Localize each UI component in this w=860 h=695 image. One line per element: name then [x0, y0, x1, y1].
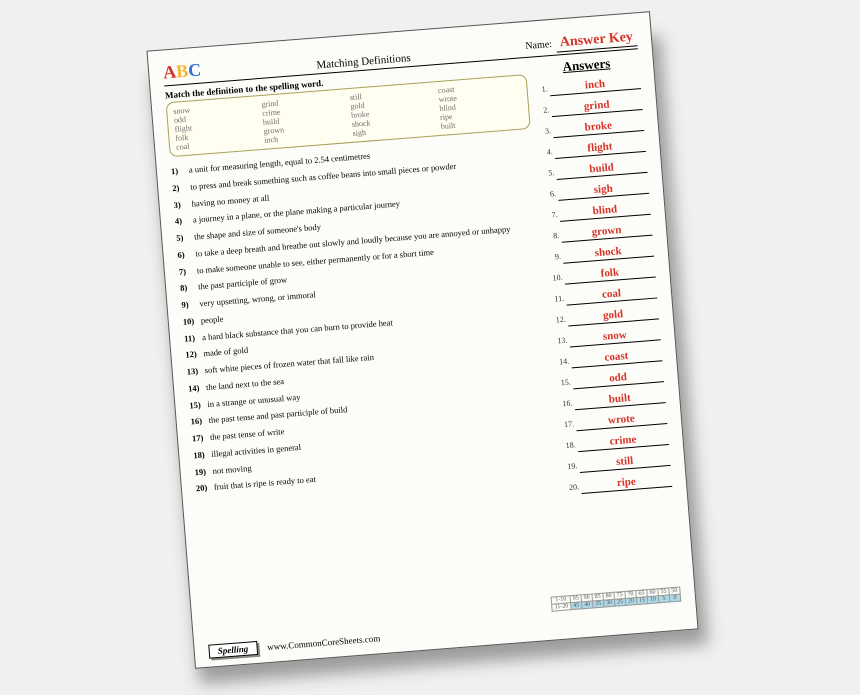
- answer-word: odd: [572, 368, 664, 389]
- answer-number: 13.: [555, 336, 568, 346]
- answer-row: 18.crime: [563, 431, 669, 453]
- answer-number: 14.: [557, 357, 570, 367]
- answer-row: 3.broke: [539, 117, 645, 139]
- definition-number: 6): [177, 247, 196, 261]
- definition-number: 16): [190, 414, 209, 428]
- answer-word: snow: [569, 326, 661, 347]
- answer-number: 8.: [547, 231, 560, 241]
- name-field: Name: Answer Key: [525, 29, 638, 55]
- answer-row: 16.built: [560, 389, 666, 411]
- definition-number: 9): [181, 297, 200, 311]
- answer-row: 7.blind: [545, 201, 651, 223]
- answer-row: 19.still: [565, 452, 671, 474]
- source-url: www.CommonCoreSheets.com: [267, 633, 381, 652]
- answer-word: still: [579, 452, 671, 473]
- definition-number: 2): [172, 181, 191, 195]
- answer-number: 9.: [549, 252, 562, 262]
- answer-number: 10.: [550, 273, 563, 283]
- answer-row: 1.inch: [535, 75, 641, 97]
- answer-number: 16.: [560, 398, 573, 408]
- definition-number: 12): [185, 348, 204, 362]
- answer-word: wrote: [576, 410, 668, 431]
- answer-word: crime: [577, 431, 669, 452]
- answer-word: build: [556, 159, 648, 180]
- answer-row: 20.ripe: [567, 473, 673, 495]
- definition-number: 20): [195, 481, 214, 495]
- answer-number: 18.: [563, 440, 576, 450]
- answer-number: 3.: [539, 126, 552, 136]
- definition-number: 14): [188, 381, 207, 395]
- answer-row: 2.grind: [537, 96, 643, 118]
- answer-row: 11.coal: [552, 284, 658, 306]
- definition-number: 18): [193, 448, 212, 462]
- answer-word: coast: [571, 347, 663, 368]
- answer-word: ripe: [580, 473, 672, 494]
- answer-word: flight: [554, 138, 646, 159]
- answer-number: 1.: [535, 84, 548, 94]
- answer-number: 7.: [545, 210, 558, 220]
- answer-number: 6.: [544, 189, 557, 199]
- definition-number: 1): [171, 164, 190, 178]
- definition-number: 10): [182, 314, 201, 328]
- answer-row: 14.coast: [557, 347, 663, 369]
- worksheet: ABC Matching Definitions Name: Answer Ke…: [146, 11, 698, 669]
- answer-word: sigh: [557, 180, 649, 201]
- definitions-list: 1)a unit for measuring length, equal to …: [171, 137, 558, 495]
- definition-number: 15): [189, 398, 208, 412]
- answer-row: 9.shock: [548, 243, 654, 265]
- answer-number: 2.: [537, 105, 550, 115]
- answers-list: 1.inch2.grind3.broke4.flight5.build6.sig…: [535, 75, 672, 495]
- answer-row: 12.gold: [553, 305, 659, 327]
- answer-number: 11.: [552, 294, 565, 304]
- answer-number: 19.: [565, 461, 578, 471]
- answer-row: 13.snow: [555, 326, 661, 348]
- definition-number: 3): [173, 197, 192, 211]
- answer-number: 20.: [567, 482, 580, 492]
- answer-word: inch: [549, 75, 641, 96]
- answer-word: gold: [567, 305, 659, 326]
- definition-number: 17): [192, 431, 211, 445]
- answer-number: 4.: [540, 147, 553, 157]
- answer-number: 5.: [542, 168, 555, 178]
- answer-row: 17.wrote: [562, 410, 668, 432]
- definition-number: 7): [178, 264, 197, 278]
- score-grid: 1-1095908580757065605550 11-204540353025…: [551, 587, 682, 612]
- answer-row: 8.grown: [547, 222, 653, 244]
- answer-word: broke: [552, 117, 644, 138]
- abc-logo: ABC: [162, 60, 202, 84]
- answers-heading: Answers: [533, 53, 639, 77]
- answer-word: blind: [559, 201, 651, 222]
- answer-row: 6.sigh: [543, 180, 649, 202]
- definition-number: 19): [194, 464, 213, 478]
- answer-word: coal: [566, 284, 658, 305]
- answer-row: 4.flight: [540, 138, 646, 160]
- definition-number: 11): [184, 331, 203, 345]
- definition-number: 4): [174, 214, 193, 228]
- answer-word: folk: [564, 264, 656, 285]
- answer-number: 15.: [558, 378, 571, 388]
- definition-number: 5): [176, 231, 195, 245]
- definition-number: 13): [186, 364, 205, 378]
- answer-row: 15.odd: [558, 368, 664, 390]
- answer-key-label: Answer Key: [555, 29, 637, 52]
- answer-row: 10.folk: [550, 264, 656, 286]
- answer-number: 17.: [562, 419, 575, 429]
- answer-number: 12.: [553, 315, 566, 325]
- definition-number: 8): [180, 281, 199, 295]
- answer-word: built: [574, 389, 666, 410]
- answer-word: grind: [551, 96, 643, 117]
- answer-row: 5.build: [542, 159, 648, 181]
- answer-word: shock: [562, 243, 654, 264]
- subject-tag: Spelling: [208, 641, 257, 659]
- answer-word: grown: [561, 222, 653, 243]
